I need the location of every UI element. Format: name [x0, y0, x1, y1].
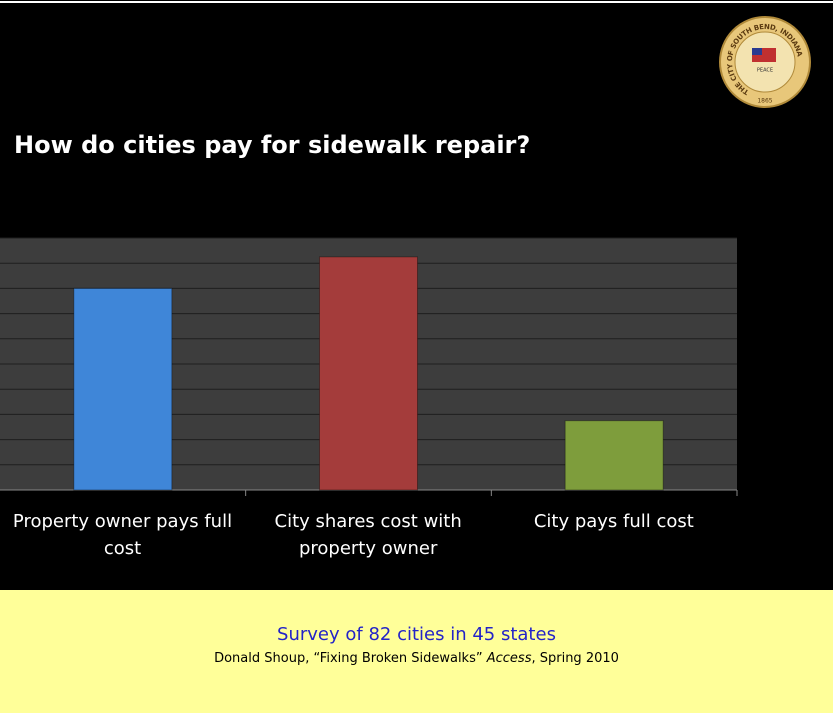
survey-note: Survey of 82 cities in 45 states	[277, 624, 556, 645]
chart-title: How do cities pay for sidewalk repair?	[14, 131, 530, 159]
bar	[319, 256, 418, 491]
citation-journal: Access	[486, 651, 532, 666]
citation-text: , Spring 2010	[531, 651, 619, 666]
citation-text: Donald Shoup, “Fixing Broken Sidewalks”	[214, 651, 487, 666]
logo-flag-union	[752, 48, 762, 55]
footer: Survey of 82 cities in 45 states Donald …	[0, 590, 833, 713]
bar	[73, 287, 173, 491]
x-tick-label: City pays full cost	[533, 511, 694, 532]
logo: THE CITY OF SOUTH BEND, INDIANA PEACE 18…	[719, 16, 811, 108]
logo-motto: PEACE	[757, 68, 773, 74]
citation: Donald Shoup, “Fixing Broken Sidewalks” …	[0, 651, 833, 666]
chart: THE CITY OF SOUTH BEND, INDIANA PEACE 18…	[0, 1, 833, 496]
x-tick-label: Property owner pays full cost	[12, 511, 233, 559]
logo-year: 1865	[757, 98, 772, 105]
x-tick-label: City shares cost with property owner	[274, 511, 462, 559]
bar	[564, 420, 664, 491]
